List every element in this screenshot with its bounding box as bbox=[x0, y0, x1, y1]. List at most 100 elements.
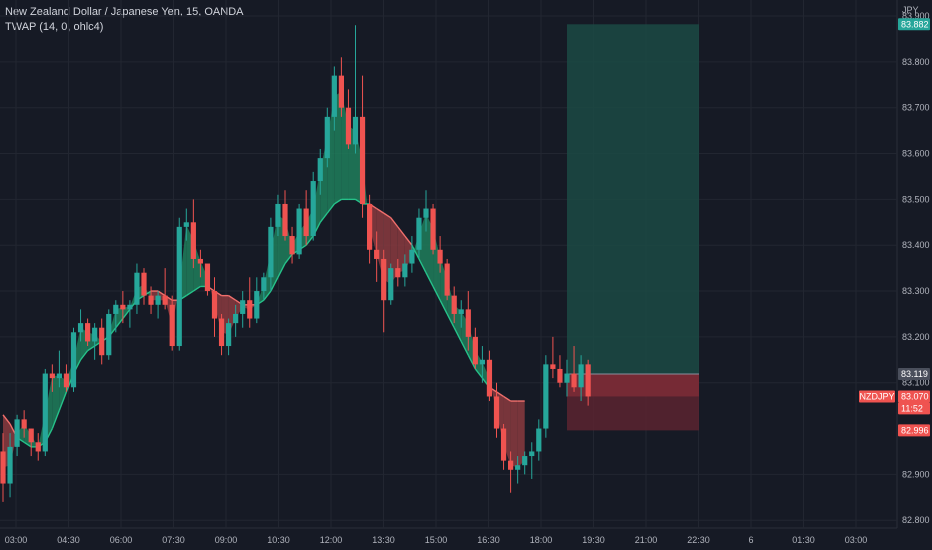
candle-body bbox=[49, 373, 55, 379]
candle-body bbox=[402, 263, 408, 278]
indicator-label[interactable]: TWAP (14, 0, ohlc4) bbox=[5, 21, 104, 33]
candle-body bbox=[176, 226, 182, 347]
price-axis: JPY 83.900 83.800 83.700 83.600 83.500 83.400… bbox=[902, 5, 930, 525]
twap-line-segment bbox=[411, 244, 420, 260]
twap-line-segment bbox=[87, 345, 96, 352]
candle-body bbox=[310, 181, 316, 237]
candle-body bbox=[296, 208, 302, 255]
candle-body bbox=[282, 203, 288, 237]
twap-fill-segment bbox=[440, 256, 448, 314]
candle-body bbox=[77, 323, 84, 333]
candle-body bbox=[395, 268, 401, 278]
twap-line-segment bbox=[404, 235, 413, 246]
candle-body bbox=[458, 309, 464, 314]
candle-body bbox=[141, 272, 147, 296]
price-badge-label: 82.996 bbox=[901, 425, 929, 435]
twap-line-segment bbox=[425, 272, 434, 287]
y-tick-label: 83.600 bbox=[902, 149, 930, 159]
candle-body bbox=[409, 249, 415, 264]
twap-fill-segment bbox=[327, 96, 335, 214]
candle-body bbox=[204, 263, 211, 292]
x-tick-label: 03:00 bbox=[845, 535, 868, 545]
y-tick-label: 83.700 bbox=[902, 103, 930, 113]
twap-line-segment bbox=[277, 263, 286, 278]
candle-body bbox=[529, 451, 535, 457]
price-badge-label: 11:52 bbox=[901, 403, 923, 413]
position-tool[interactable] bbox=[567, 24, 699, 431]
candle-body bbox=[275, 203, 281, 227]
candle-body bbox=[268, 226, 274, 278]
x-tick-label: 04:30 bbox=[57, 535, 80, 545]
candle-body bbox=[486, 359, 493, 397]
twap-line-segment bbox=[418, 258, 427, 274]
x-tick-label: 12:00 bbox=[320, 535, 343, 545]
candle-body bbox=[169, 304, 175, 347]
candle-body bbox=[338, 75, 344, 108]
price-badge bbox=[898, 390, 930, 403]
candle-body bbox=[367, 203, 373, 250]
chart-title[interactable]: New Zealand Dollar / Japanese Yen, 15, O… bbox=[5, 6, 244, 18]
candle-body bbox=[162, 295, 168, 305]
x-tick-label: 22:30 bbox=[687, 535, 710, 545]
symbol-badge bbox=[859, 390, 895, 403]
candle-body bbox=[127, 304, 133, 310]
candle-body bbox=[247, 300, 253, 319]
twap-line-segment bbox=[496, 391, 504, 398]
twap-line-segment bbox=[319, 212, 328, 223]
candle-body bbox=[381, 258, 387, 301]
candle-body bbox=[536, 428, 542, 452]
twap-line-segment bbox=[51, 409, 61, 429]
twap-fill-segment bbox=[144, 284, 152, 301]
x-tick-label: 13:30 bbox=[372, 535, 395, 545]
twap-line-segment bbox=[263, 290, 272, 301]
twap-fill-segment bbox=[418, 213, 426, 273]
twap-line-segment bbox=[228, 295, 237, 301]
twap-line-segment bbox=[453, 327, 462, 342]
candle-body bbox=[479, 359, 485, 365]
price-badge-label: 83.070 bbox=[901, 391, 929, 401]
candle-body bbox=[197, 258, 203, 264]
candle-body bbox=[21, 419, 27, 429]
candle-body bbox=[240, 300, 246, 314]
twap-line-segment bbox=[326, 203, 335, 214]
twap-fill-segment bbox=[404, 236, 412, 271]
twap-line-segment bbox=[460, 341, 469, 356]
candle-body bbox=[85, 323, 91, 342]
twap-line-segment bbox=[157, 290, 166, 297]
twap-line-segment bbox=[115, 318, 124, 329]
candle-body bbox=[183, 222, 189, 227]
candle-body bbox=[120, 304, 126, 310]
twap-fill-segment bbox=[52, 375, 60, 429]
profit-zone bbox=[567, 24, 699, 375]
candle-body bbox=[493, 396, 500, 429]
price-badge bbox=[898, 402, 930, 415]
x-tick-label: 03:00 bbox=[5, 535, 28, 545]
y-tick-label: 83.500 bbox=[902, 194, 930, 204]
candle-body bbox=[465, 309, 471, 337]
twap-fill-segment bbox=[489, 378, 497, 413]
candle-body bbox=[317, 158, 323, 182]
twap-line-segment bbox=[390, 217, 399, 228]
candle-body bbox=[148, 295, 154, 305]
candle-body bbox=[324, 116, 330, 159]
price-badge-label: 83.119 bbox=[901, 369, 928, 379]
candle-body bbox=[113, 304, 119, 314]
candle-body bbox=[543, 364, 549, 429]
y-tick-label: 83.200 bbox=[902, 332, 930, 342]
candle-body bbox=[388, 268, 394, 301]
x-tick-label: 16:30 bbox=[477, 535, 500, 545]
candle-body bbox=[430, 208, 436, 250]
candle-body bbox=[261, 277, 267, 292]
twap-line-segment bbox=[23, 441, 32, 448]
candle-body bbox=[472, 336, 478, 365]
candle-body bbox=[63, 373, 70, 388]
candle-body bbox=[437, 249, 443, 264]
x-tick-label: 06:00 bbox=[110, 535, 133, 545]
candle-body bbox=[99, 327, 105, 356]
y-tick-label: 83.400 bbox=[902, 240, 930, 250]
candlestick-series bbox=[0, 25, 591, 502]
candle-body bbox=[585, 364, 591, 397]
twap-line-segment bbox=[467, 354, 476, 370]
twap-line-segment bbox=[2, 414, 11, 425]
